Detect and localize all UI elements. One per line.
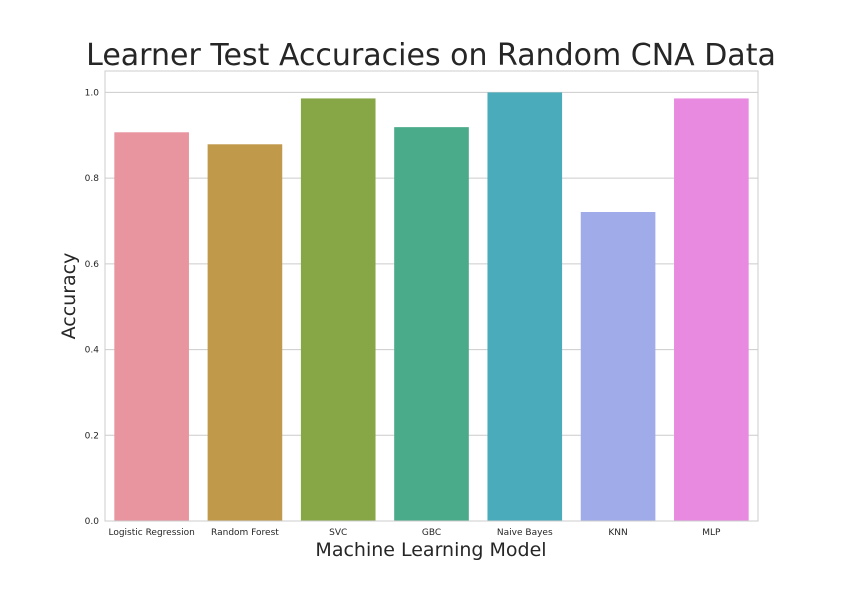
x-tick-label: KNN <box>608 528 627 538</box>
y-tick-label: 1.0 <box>85 88 100 98</box>
bar-logistic-regression <box>114 132 189 522</box>
x-tick-label: Random Forest <box>211 528 279 538</box>
x-tick-label: Naive Bayes <box>497 528 553 538</box>
y-tick-label: 0.8 <box>85 174 100 184</box>
x-axis-label: Machine Learning Model <box>315 539 546 561</box>
bars <box>114 92 749 522</box>
x-tick-label: MLP <box>702 528 721 538</box>
y-tick-label: 0.4 <box>85 346 100 356</box>
bar-naive-bayes <box>487 92 563 521</box>
y-axis-label: Accuracy <box>58 253 80 340</box>
bar-svc <box>300 98 376 521</box>
y-tick-label: 0.2 <box>85 431 99 441</box>
bar-gbc <box>394 127 469 522</box>
bar-knn <box>580 212 656 521</box>
bar-mlp <box>674 98 749 521</box>
x-tick-label: Logistic Regression <box>108 528 194 538</box>
chart-title: Learner Test Accuracies on Random CNA Da… <box>86 38 776 73</box>
y-tick-label: 0.6 <box>85 260 100 270</box>
x-tick-label: GBC <box>422 528 441 538</box>
x-tick-label: SVC <box>329 528 347 538</box>
bar-random-forest <box>207 144 283 522</box>
plot-frame <box>104 70 759 522</box>
y-tick-labels: 0.0 0.2 0.4 0.6 0.8 1.0 <box>85 88 100 527</box>
x-tick-labels: Logistic Regression Random Forest SVC GBC Na… <box>108 528 721 538</box>
y-tick-label: 0.0 <box>85 517 100 527</box>
